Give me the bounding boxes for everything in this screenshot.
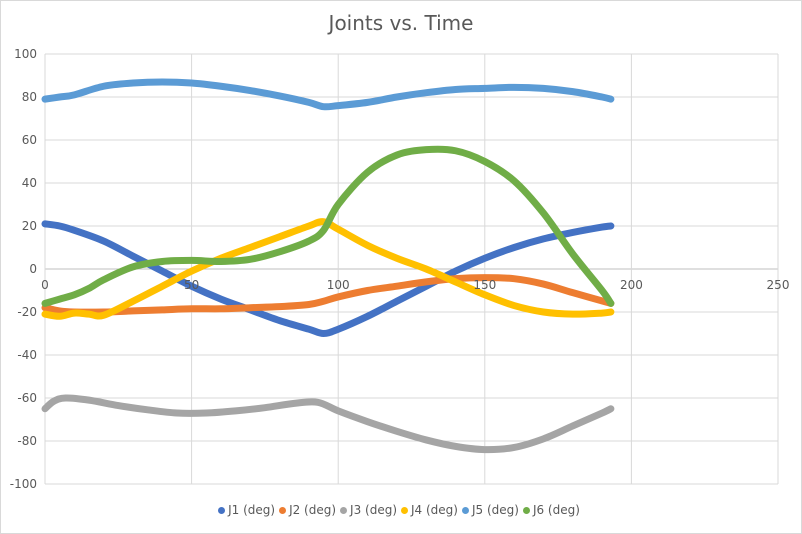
legend-item-1: J1 (deg)	[218, 503, 275, 517]
x-tick-label: 250	[767, 278, 790, 292]
x-tick-label: 100	[327, 278, 350, 292]
legend-marker-icon	[218, 506, 226, 514]
y-tick-label: 100	[14, 47, 37, 61]
legend-item-3: J3 (deg)	[340, 503, 397, 517]
y-tick-label: 0	[29, 262, 37, 276]
legend-marker-icon	[279, 506, 287, 514]
series-line-3	[41, 394, 615, 454]
legend: J1 (deg) J2 (deg) J3 (deg) J4 (deg) J5 (deg)…	[1, 503, 801, 517]
legend-item-2: J2 (deg)	[279, 503, 336, 517]
legend-item-5: J5 (deg)	[461, 503, 519, 517]
x-tick-label: 50	[184, 278, 199, 292]
series-layer	[41, 78, 615, 454]
legend-item-6: J6 (deg)	[522, 503, 580, 517]
legend-marker-icon	[522, 506, 530, 514]
y-tick-label: 40	[22, 176, 37, 190]
legend-item-4: J4 (deg)	[401, 503, 458, 517]
legend-marker-icon	[401, 506, 408, 514]
x-tick-label: 150	[473, 278, 496, 292]
series-line-1	[41, 220, 615, 337]
series-line-5	[41, 78, 615, 111]
y-tick-label: -40	[17, 348, 37, 362]
legend-label: J2 (deg)	[289, 503, 337, 517]
legend-label: J6 (deg)	[532, 503, 580, 517]
y-tick-label: 80	[22, 90, 37, 104]
y-tick-label: 60	[22, 133, 37, 147]
legend-label: J3 (deg)	[350, 503, 397, 517]
legend-label: J4 (deg)	[411, 503, 458, 517]
series-line-4	[41, 218, 615, 320]
y-tick-label: -20	[17, 305, 37, 319]
y-tick-label: -60	[17, 391, 37, 405]
y-tick-label: -100	[10, 477, 37, 491]
x-tick-label: 200	[620, 278, 643, 292]
chart-title: Joints vs. Time	[328, 11, 474, 35]
legend-marker-icon	[340, 506, 348, 514]
series-line-6	[41, 145, 615, 307]
x-tick-label: 0	[41, 278, 49, 292]
legend-label: J1 (deg)	[228, 503, 276, 517]
legend-marker-icon	[461, 506, 469, 514]
y-tick-label: 20	[22, 219, 37, 233]
legend-label: J5 (deg)	[471, 503, 519, 517]
gridlines	[44, 53, 779, 485]
y-tick-label: -80	[17, 434, 37, 448]
